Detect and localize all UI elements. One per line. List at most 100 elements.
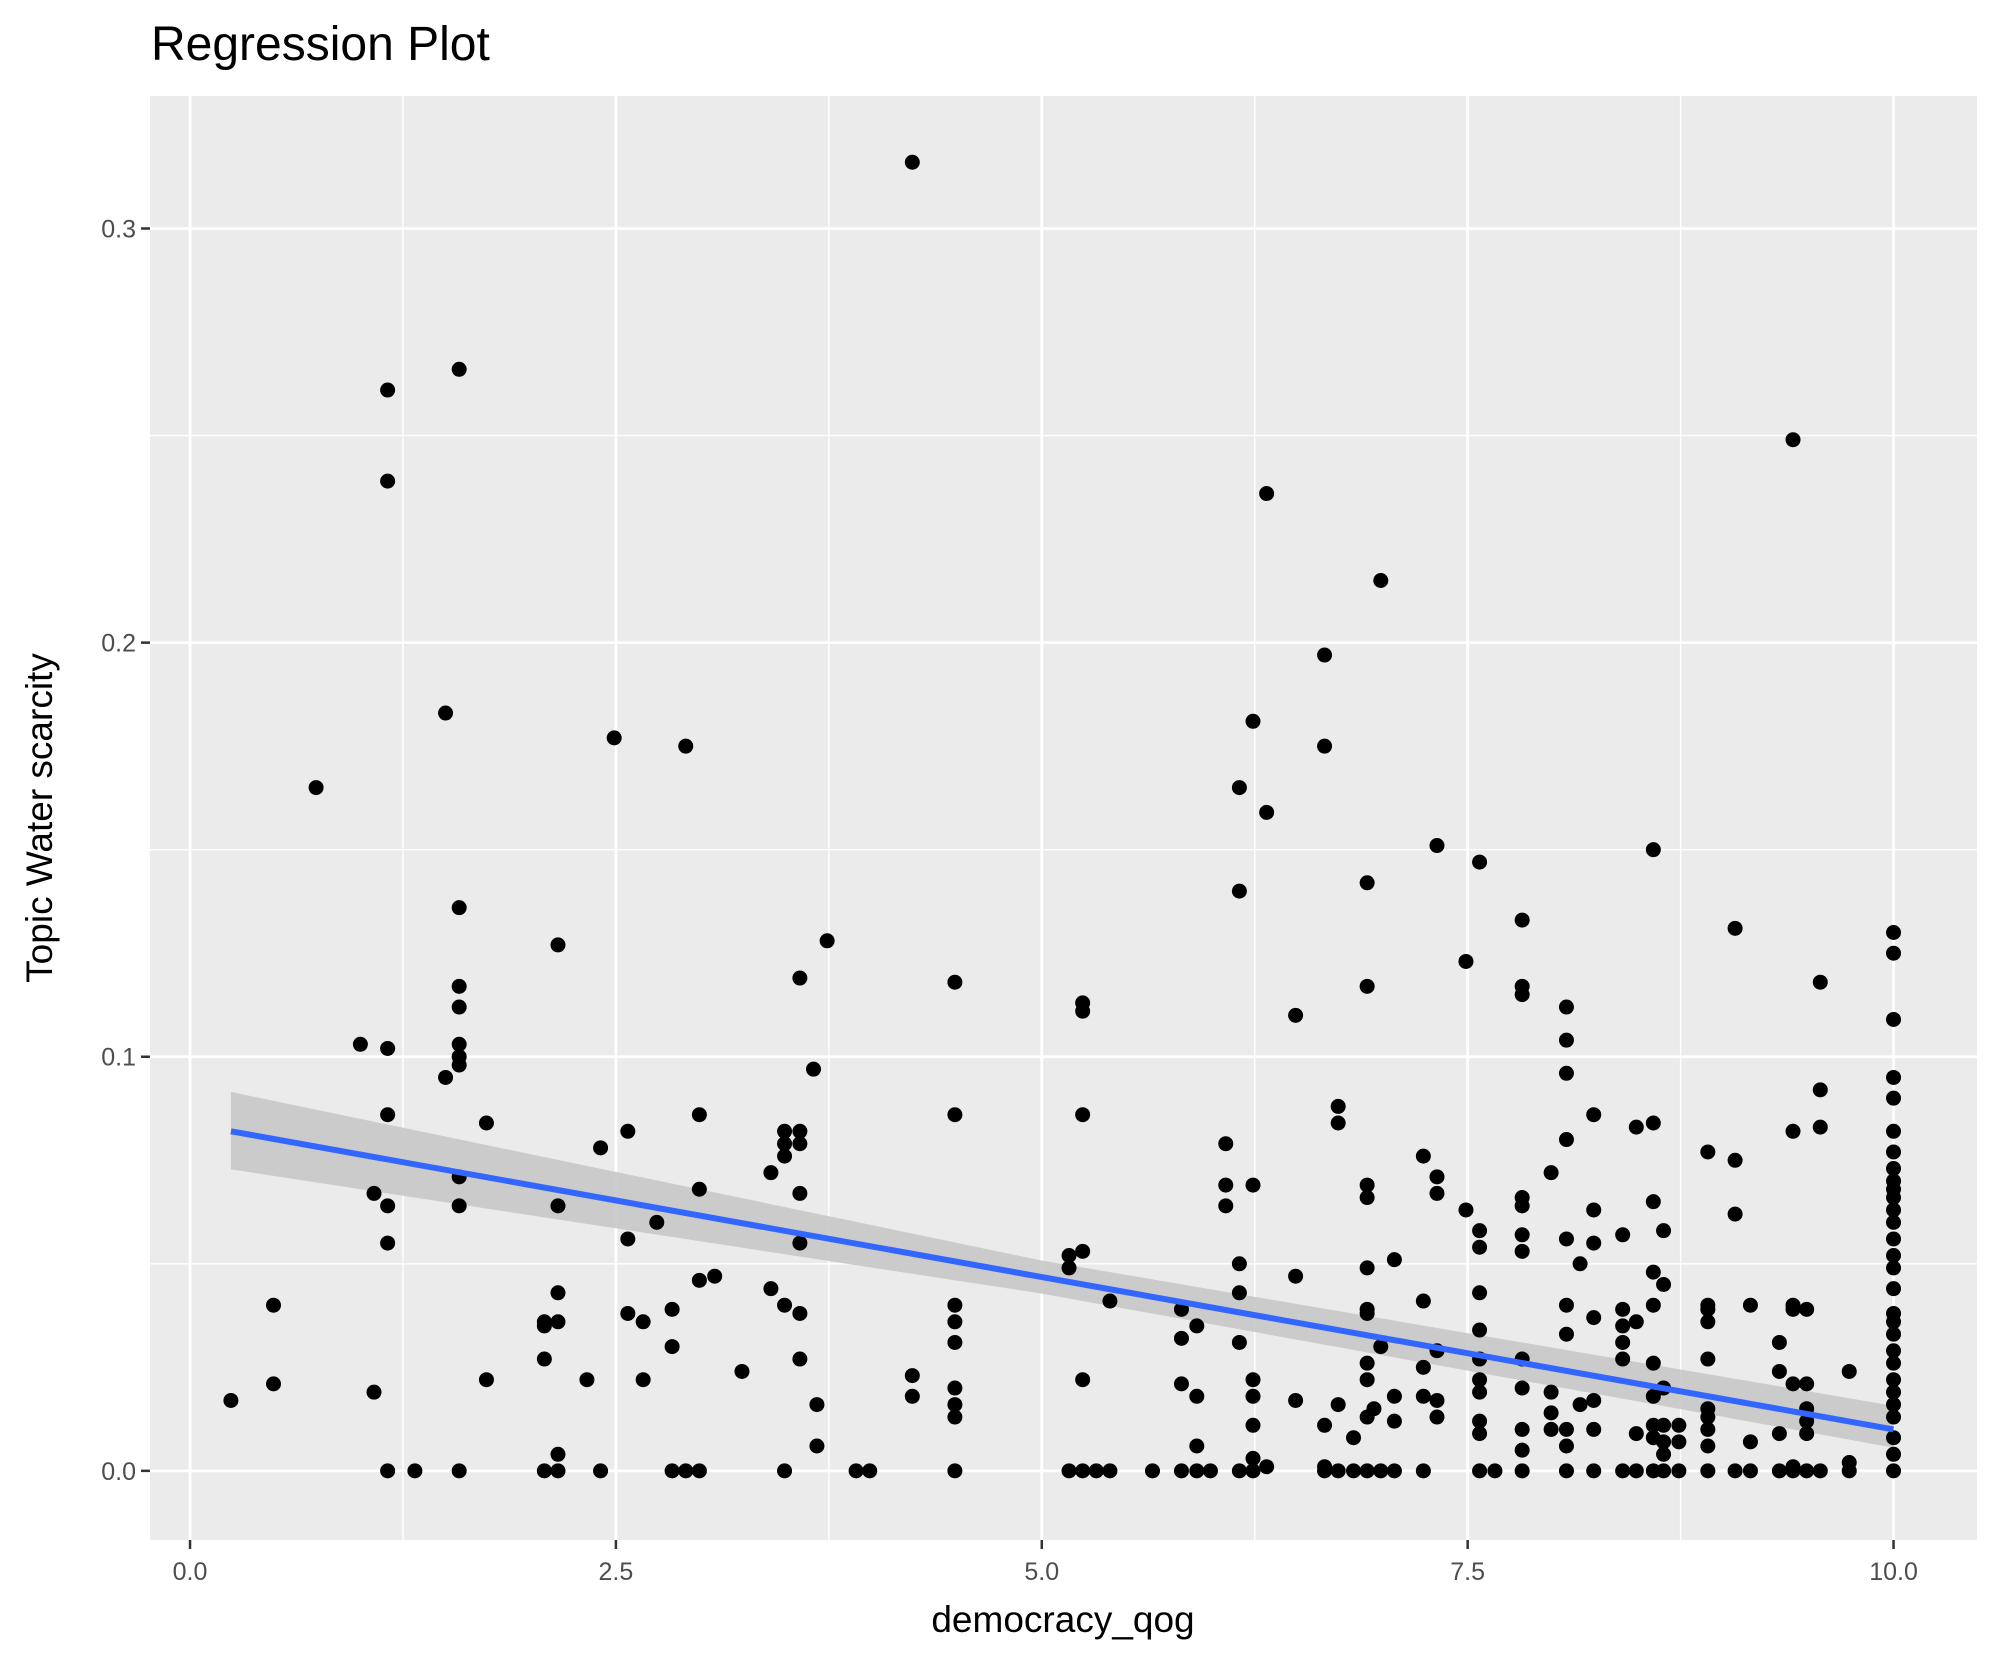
data-point [1245, 1417, 1261, 1433]
data-point [620, 1305, 636, 1321]
data-point [380, 1235, 396, 1251]
data-point [478, 1115, 494, 1131]
data-point [1415, 1293, 1431, 1309]
data-point [407, 1463, 423, 1479]
data-point [1645, 1264, 1661, 1280]
data-point [1514, 1442, 1530, 1458]
data-point [777, 1297, 793, 1313]
data-point [1245, 713, 1261, 729]
data-point [1700, 1351, 1716, 1367]
data-point [1785, 1123, 1801, 1139]
data-point [947, 974, 963, 990]
data-point [691, 1272, 707, 1288]
data-point [550, 1198, 566, 1214]
data-point [1429, 838, 1445, 854]
data-point [1218, 1177, 1234, 1193]
data-point [1415, 1463, 1431, 1479]
data-point [380, 1107, 396, 1123]
data-point [1785, 432, 1801, 448]
data-point [536, 1463, 552, 1479]
data-point [1429, 1409, 1445, 1425]
data-point [1886, 1355, 1902, 1371]
data-point [1656, 1223, 1672, 1239]
data-point [1359, 1305, 1375, 1321]
data-point [1189, 1463, 1205, 1479]
data-point [1472, 1239, 1488, 1255]
data-point [691, 1463, 707, 1479]
data-point [1558, 1231, 1574, 1247]
x-tick-label: 7.5 [1450, 1558, 1485, 1586]
data-point [1259, 1459, 1275, 1475]
data-point [1472, 854, 1488, 870]
data-point [1615, 1301, 1631, 1317]
data-point [1514, 1421, 1530, 1437]
data-point [438, 705, 454, 721]
data-point [1373, 1463, 1389, 1479]
data-point [1812, 1119, 1828, 1135]
data-point [809, 1438, 825, 1454]
data-point [1173, 1330, 1189, 1346]
data-point [1886, 1281, 1902, 1297]
data-point [1543, 1421, 1559, 1437]
data-point [664, 1301, 680, 1317]
data-point [1700, 1463, 1716, 1479]
data-point [380, 473, 396, 489]
data-point [904, 1388, 920, 1404]
data-point [1558, 1326, 1574, 1342]
data-point [1231, 883, 1247, 899]
data-point [451, 1057, 467, 1073]
data-point [1700, 1144, 1716, 1160]
data-point [593, 1140, 609, 1156]
data-point [1088, 1463, 1104, 1479]
data-point [1812, 1463, 1828, 1479]
data-point [550, 1314, 566, 1330]
data-point [352, 1036, 368, 1052]
x-tick-label: 5.0 [1024, 1558, 1059, 1586]
data-point [1359, 875, 1375, 891]
data-point [1671, 1417, 1687, 1433]
data-point [1472, 1223, 1488, 1239]
data-point [1615, 1318, 1631, 1334]
data-point [1700, 1438, 1716, 1454]
data-point [1514, 987, 1530, 1003]
data-point [1886, 1446, 1902, 1462]
data-point [1886, 1069, 1902, 1085]
data-point [1700, 1409, 1716, 1425]
data-point [947, 1397, 963, 1413]
data-point [1245, 1450, 1261, 1466]
data-point [451, 900, 467, 916]
data-point [1245, 1372, 1261, 1388]
data-point [1886, 1123, 1902, 1139]
data-point [1061, 1248, 1077, 1264]
data-point [1886, 1372, 1902, 1388]
data-point [1346, 1463, 1362, 1479]
data-point [1487, 1463, 1503, 1479]
data-point [1386, 1388, 1402, 1404]
data-point [1785, 1463, 1801, 1479]
data-point [1472, 1322, 1488, 1338]
data-point [734, 1363, 750, 1379]
data-point [1586, 1463, 1602, 1479]
data-point [1317, 647, 1333, 663]
data-point [1102, 1293, 1118, 1309]
data-point [1886, 1202, 1902, 1218]
data-point [1061, 1463, 1077, 1479]
data-point [1514, 1380, 1530, 1396]
data-point [1514, 1227, 1530, 1243]
data-point [550, 1285, 566, 1301]
data-point [1558, 1132, 1574, 1148]
data-point [1586, 1202, 1602, 1218]
data-point [763, 1165, 779, 1181]
data-point [1586, 1107, 1602, 1123]
data-point [1145, 1463, 1161, 1479]
data-point [1245, 1388, 1261, 1404]
data-point [1231, 1334, 1247, 1350]
data-point [593, 1463, 609, 1479]
data-point [792, 1185, 808, 1201]
data-point [1615, 1227, 1631, 1243]
data-point [1458, 953, 1474, 969]
data-point [1886, 1260, 1902, 1276]
data-point [1317, 738, 1333, 754]
data-point [1259, 804, 1275, 820]
data-point [1812, 1082, 1828, 1098]
